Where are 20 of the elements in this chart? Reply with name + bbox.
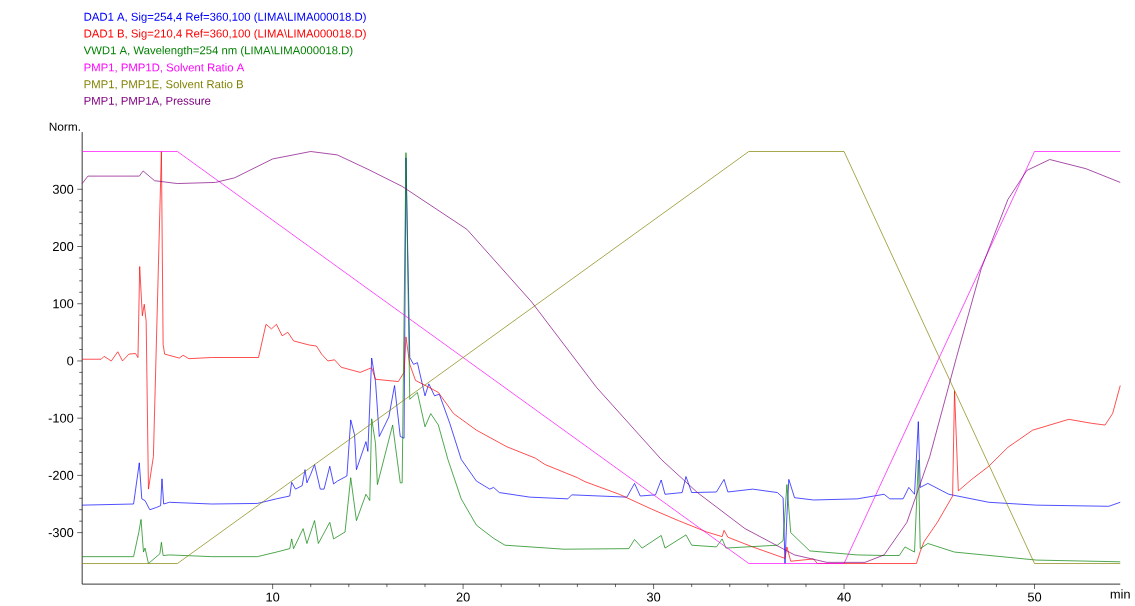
x-tick-label: 50 — [1027, 592, 1042, 602]
y-tick-label: 200 — [53, 241, 74, 251]
x-tick-label: 30 — [646, 592, 661, 602]
x-tick-label: 10 — [266, 592, 280, 602]
y-tick-label: -300 — [48, 528, 74, 538]
text: PMP1, PMP1E, Solvent Ratio B — [84, 79, 244, 90]
text: DAD1 A, Sig=254,4 Ref=360,100 (LIMA\LIMA000018.D) — [84, 12, 366, 23]
y-axis-title: Norm. — [49, 122, 80, 131]
y-tick-label: -100 — [48, 413, 74, 423]
y-tick-label: 0 — [67, 356, 74, 366]
text: DAD1 B, Sig=210,4 Ref=360,100 (LIMA\LIMA000018.D) — [84, 29, 366, 40]
y-tick-label: 100 — [53, 299, 74, 309]
x-axis-title: min — [1110, 589, 1130, 599]
text: PMP1, PMP1D, Solvent Ratio A — [84, 63, 245, 73]
x-tick-label: 40 — [837, 592, 851, 602]
y-tick-label: -200 — [48, 470, 74, 480]
x-tick-label: 20 — [456, 592, 470, 602]
y-tick-label: 300 — [52, 184, 74, 194]
text: PMP1, PMP1A, Pressure — [84, 96, 211, 107]
text: VWD1 A, Wavelength=254 nm (LIMA\LIMA000018.D) — [83, 45, 353, 57]
